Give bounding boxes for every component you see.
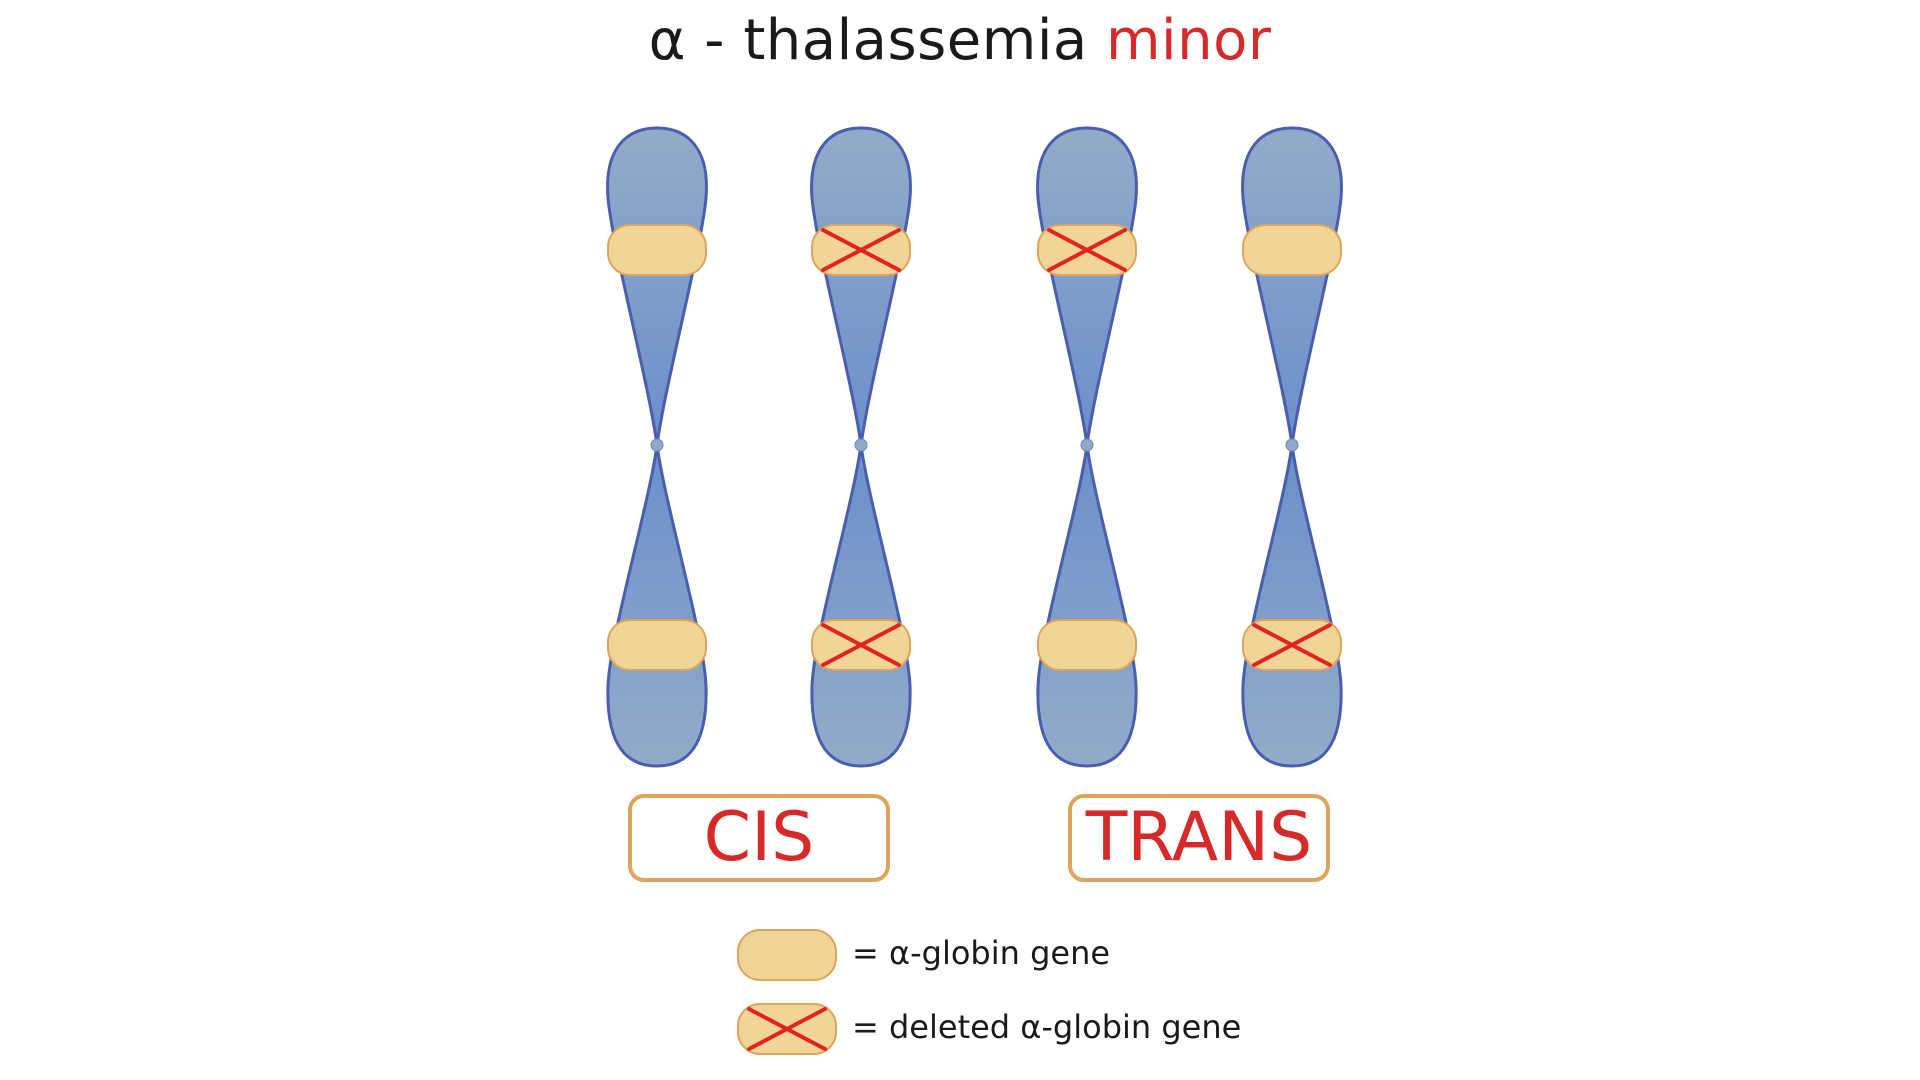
- centromere: [854, 438, 868, 452]
- chromosome-upper-arm: [606, 126, 708, 447]
- gene-band: [737, 929, 837, 981]
- chromosome-2: [810, 126, 912, 768]
- bottom-gene: [811, 619, 911, 671]
- top-gene: [1037, 224, 1137, 276]
- deletion-cross-icon: [821, 228, 901, 272]
- bottom-gene: [607, 619, 707, 671]
- deletion-cross-icon: [747, 1007, 827, 1051]
- chromosome-lower-arm: [1241, 443, 1343, 768]
- legend-gene-swatch: [737, 929, 837, 981]
- bottom-gene: [1037, 619, 1137, 671]
- trans-label: TRANS: [1068, 794, 1330, 882]
- diagram-title: α - thalassemia minor: [0, 8, 1920, 73]
- legend-deleted-swatch: [737, 1003, 837, 1055]
- chromosome-3: [1036, 126, 1138, 768]
- legend-swatches: [737, 929, 837, 1055]
- title-highlight: minor: [1106, 8, 1272, 73]
- gene-band: [607, 619, 707, 671]
- centromere: [1080, 438, 1094, 452]
- bottom-gene: [1242, 619, 1342, 671]
- chromosome-row: [606, 126, 1343, 768]
- chromosome-upper-arm: [1241, 126, 1343, 447]
- chromosome-1: [606, 126, 708, 768]
- deletion-cross-icon: [1252, 623, 1332, 667]
- chromosome-lower-arm: [1036, 443, 1138, 768]
- chromosome-lower-arm: [606, 443, 708, 768]
- legend-deleted-text: = deleted α-globin gene: [852, 1008, 1242, 1046]
- centromere: [1285, 438, 1299, 452]
- legend-gene-text: = α-globin gene: [852, 934, 1111, 972]
- deletion-cross-icon: [821, 623, 901, 667]
- gene-band: [1242, 224, 1342, 276]
- chromosome-upper-arm: [810, 126, 912, 447]
- gene-band: [607, 224, 707, 276]
- cis-label: CIS: [628, 794, 890, 882]
- title-prefix: α - thalassemia: [648, 8, 1106, 73]
- chromosome-upper-arm: [1036, 126, 1138, 447]
- top-gene: [607, 224, 707, 276]
- top-gene: [1242, 224, 1342, 276]
- chromosome-4: [1241, 126, 1343, 768]
- top-gene: [811, 224, 911, 276]
- deletion-cross-icon: [1047, 228, 1127, 272]
- chromosome-lower-arm: [810, 443, 912, 768]
- gene-band: [1037, 619, 1137, 671]
- centromere: [650, 438, 664, 452]
